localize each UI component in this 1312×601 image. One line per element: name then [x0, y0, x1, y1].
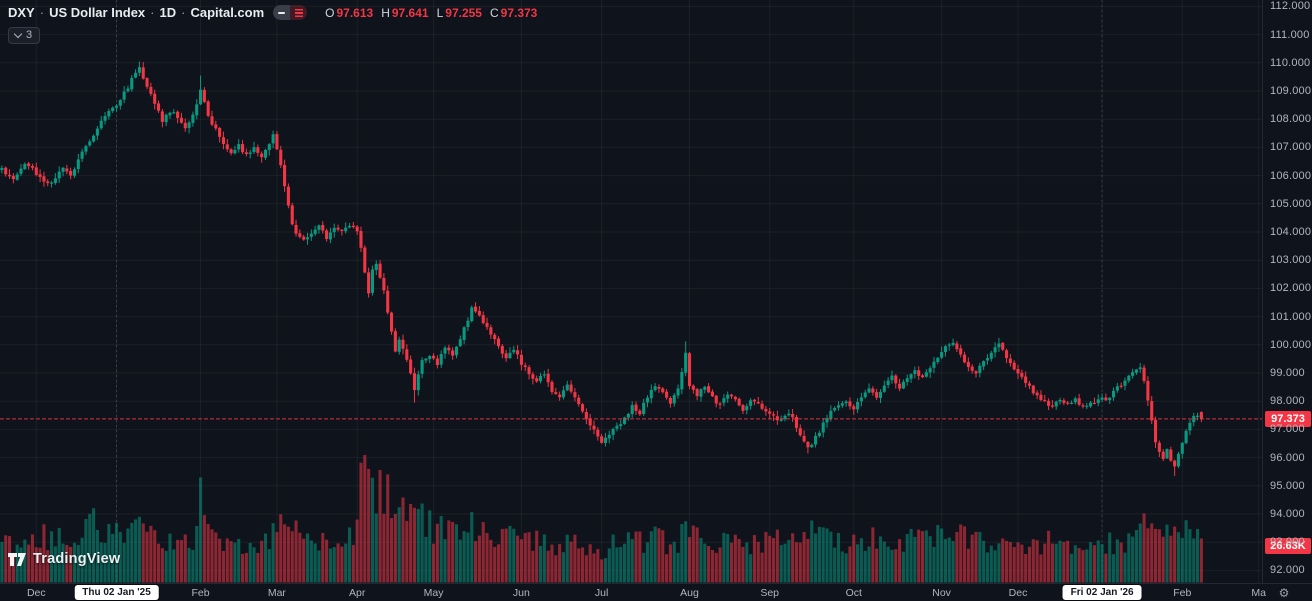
candlestick-volume-plot[interactable]	[0, 0, 1262, 583]
price-axis-label: 105.000	[1270, 197, 1312, 210]
price-axis-label: 112.000	[1270, 0, 1311, 13]
price-axis-label: 99.000	[1270, 367, 1305, 379]
month-label: Dec	[26, 587, 46, 599]
exchange-label[interactable]: Capital.com	[190, 5, 265, 20]
month-label: Nov	[932, 587, 951, 599]
month-label: Jun	[512, 587, 530, 599]
price-axis-label: 92.000	[1270, 564, 1305, 577]
tradingview-logo-icon	[8, 552, 26, 566]
ohlc-h-value: 97.641	[391, 5, 429, 20]
axis-settings-gear-icon[interactable]: ⚙	[1278, 586, 1290, 600]
tradingview-logo[interactable]: TradingView	[8, 551, 120, 567]
hide-legend-icon[interactable]	[273, 5, 291, 20]
market-status-icon[interactable]	[290, 5, 308, 20]
separator: ·	[39, 5, 45, 20]
month-label: Sep	[760, 587, 780, 599]
separator: ·	[181, 5, 186, 20]
price-axis-label: 100.000	[1270, 338, 1312, 351]
tradingview-logo-text: TradingView	[33, 551, 121, 567]
price-axis-label: 104.000	[1270, 226, 1312, 238]
legend-status-pill[interactable]	[273, 5, 308, 20]
price-axis-label: 96.000	[1270, 451, 1305, 464]
month-label: Feb	[1173, 587, 1192, 599]
last-price-badge: 97.373	[1265, 410, 1311, 427]
month-label: Ma	[1251, 587, 1266, 599]
price-axis-label: 107.000	[1270, 141, 1312, 154]
price-axis-label: 111.000	[1270, 28, 1310, 41]
price-axis-label: 110.000	[1270, 56, 1311, 69]
ohlc-l-value: 97.255	[445, 5, 482, 20]
ohlc-c-label: C	[489, 5, 499, 20]
month-label: Feb	[191, 587, 210, 599]
volume-badge: 26.63K	[1265, 538, 1311, 554]
symbol-legend-row: DXY · US Dollar Index · 1D · Capital.com…	[8, 4, 537, 21]
month-label: May	[423, 587, 444, 599]
price-axis-label: 94.000	[1270, 508, 1305, 520]
ohlc-o-value: 97.613	[336, 5, 374, 20]
ohlc-o-label: O	[325, 5, 335, 20]
indicators-toggle-button[interactable]: 3	[8, 26, 41, 44]
price-axis-label: 101.000	[1270, 310, 1312, 323]
price-axis[interactable]: 97.373 26.63K 112.000 111.000 110.000 109.0…	[1262, 0, 1312, 583]
ohlc-h-label: H	[381, 5, 390, 20]
date-badge: Fri 02 Jan '26	[1062, 585, 1142, 600]
month-label: Aug	[680, 587, 699, 599]
legend: DXY · US Dollar Index · 1D · Capital.com…	[8, 4, 537, 44]
month-label: Apr	[349, 587, 366, 599]
ohlc-c-value: 97.373	[500, 5, 538, 20]
chevron-down-icon	[15, 29, 22, 36]
price-axis-label: 103.000	[1270, 254, 1312, 267]
ohlc-row: O 97.613 H 97.641 L 97.255 C 97.373	[317, 6, 537, 20]
symbol-title[interactable]: DXY	[8, 5, 35, 20]
price-pane[interactable]	[0, 0, 1262, 583]
volume-series	[0, 455, 1203, 583]
date-badge: Thu 02 Jan '25	[74, 585, 159, 600]
month-label: Mar	[267, 587, 286, 599]
interval-label[interactable]: 1D	[159, 5, 177, 20]
ohlc-l-label: L	[436, 5, 444, 20]
price-axis-label: 95.000	[1270, 479, 1305, 492]
price-axis-label: 102.000	[1270, 282, 1312, 295]
candles-series	[0, 61, 1203, 476]
month-label: Dec	[1008, 587, 1028, 599]
time-axis[interactable]: ⚙ Dec Feb Mar Apr May Jun Jul Aug Sep Oct Nov Dec Fe…	[0, 583, 1312, 601]
month-label: Oct	[845, 587, 862, 599]
price-axis-label: 109.000	[1270, 85, 1312, 97]
separator: ·	[150, 5, 155, 20]
month-label: Jul	[594, 587, 609, 599]
indicators-count: 3	[26, 28, 33, 41]
session-break-lines	[116, 0, 1103, 583]
price-axis-label: 106.000	[1270, 169, 1312, 182]
symbol-name[interactable]: US Dollar Index	[49, 5, 146, 20]
price-axis-label: 97.000	[1270, 423, 1305, 436]
price-axis-label: 108.000	[1270, 113, 1312, 126]
price-axis-label: 93.000	[1270, 536, 1305, 549]
price-axis-label: 98.000	[1270, 395, 1305, 408]
grid-lines	[0, 0, 1262, 583]
